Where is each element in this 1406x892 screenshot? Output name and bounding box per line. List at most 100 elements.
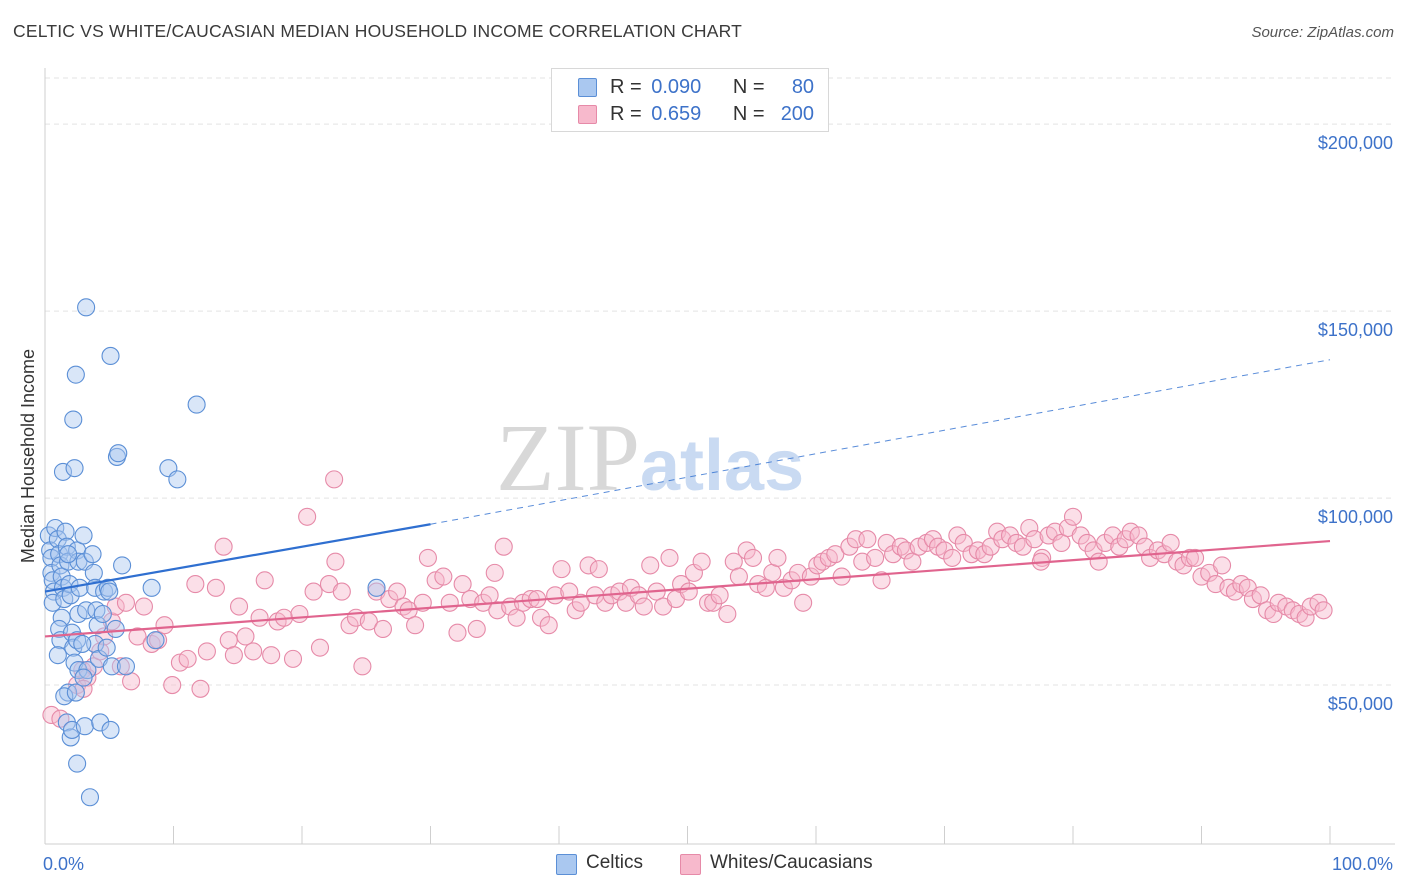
data-point-whites xyxy=(224,646,243,665)
watermark-atlas: atlas xyxy=(640,426,804,506)
data-point-whites xyxy=(1213,556,1232,575)
data-point-celtics xyxy=(97,638,116,657)
data-point-whites xyxy=(406,616,425,635)
data-point-whites xyxy=(1314,601,1333,620)
data-point-whites xyxy=(1000,526,1020,545)
data-point-celtics xyxy=(142,578,161,597)
data-point-celtics xyxy=(101,720,120,739)
data-point-whites xyxy=(531,608,551,627)
data-point-celtics xyxy=(100,582,119,601)
trend-line-whites xyxy=(44,539,1331,638)
data-point-whites xyxy=(42,705,61,725)
data-point-celtics xyxy=(109,444,128,463)
trend-line-celtics-extension xyxy=(430,359,1331,525)
data-point-celtics xyxy=(84,563,103,582)
data-point-whites xyxy=(418,548,437,567)
x-tick-label-end: 100.0% xyxy=(1332,854,1393,874)
trend-lines xyxy=(44,359,1331,638)
data-point-whites xyxy=(250,608,269,627)
data-point-whites xyxy=(718,604,737,624)
watermark-zip: ZIP xyxy=(496,404,640,511)
y-tick-label: $100,000 xyxy=(1318,507,1393,527)
data-point-whites xyxy=(679,582,698,601)
data-point-whites xyxy=(494,537,513,556)
data-point-whites xyxy=(255,571,274,590)
data-point-celtics xyxy=(91,713,110,732)
data-point-whites xyxy=(304,582,323,601)
data-point-whites xyxy=(206,578,225,597)
data-point-whites xyxy=(975,545,994,564)
data-point-celtics xyxy=(168,470,187,489)
bottom-legend-swatch-whites xyxy=(680,854,701,875)
data-point-whites xyxy=(453,575,472,594)
data-point-celtics xyxy=(75,717,94,736)
data-point-celtics xyxy=(88,616,107,635)
data-point-celtics xyxy=(80,788,100,807)
data-point-celtics xyxy=(43,593,62,612)
data-point-celtics xyxy=(66,683,85,702)
data-point-celtics xyxy=(74,668,93,687)
data-point-whites xyxy=(290,604,309,624)
data-point-whites xyxy=(1161,533,1180,552)
data-point-whites xyxy=(866,548,885,567)
data-point-celtics xyxy=(187,395,206,414)
data-point-whites xyxy=(1110,537,1129,556)
data-point-whites xyxy=(634,597,653,616)
y-axis-title: Median Household Income xyxy=(18,349,38,563)
data-point-whites xyxy=(1071,526,1090,545)
y-tick-label: $150,000 xyxy=(1318,320,1393,340)
data-point-whites xyxy=(229,597,249,616)
data-point-whites xyxy=(737,541,756,560)
data-point-whites xyxy=(840,537,859,556)
data-point-whites xyxy=(191,679,210,698)
data-point-whites xyxy=(1096,533,1115,552)
data-point-whites xyxy=(178,649,197,668)
data-point-celtics xyxy=(74,526,93,545)
data-point-celtics xyxy=(93,604,112,624)
data-point-whites xyxy=(236,627,255,646)
data-point-whites xyxy=(440,593,459,612)
data-point-celtics xyxy=(57,537,76,556)
data-point-celtics xyxy=(116,657,136,676)
data-point-whites xyxy=(729,567,748,586)
data-point-whites xyxy=(948,526,967,545)
data-point-celtics xyxy=(73,634,92,653)
data-point-whites xyxy=(1296,608,1315,627)
data-point-celtics xyxy=(56,522,75,541)
data-point-celtics xyxy=(66,365,85,384)
data-point-celtics xyxy=(69,552,88,571)
data-point-whites xyxy=(116,593,136,612)
data-point-whites xyxy=(794,593,813,612)
data-point-whites xyxy=(872,571,891,590)
data-point-whites xyxy=(552,560,571,579)
legend-swatch-whites xyxy=(578,105,597,124)
series-celtics-points xyxy=(39,298,386,807)
data-point-whites xyxy=(1063,507,1083,526)
data-point-whites xyxy=(155,616,174,635)
data-point-whites xyxy=(877,533,896,552)
data-point-whites xyxy=(641,556,660,575)
data-point-whites xyxy=(214,537,233,556)
source-label: Source: ZipAtlas.com xyxy=(1251,24,1394,41)
data-point-celtics xyxy=(64,410,83,429)
data-point-whites xyxy=(467,619,486,639)
bottom-legend-swatch-celtics xyxy=(556,854,577,875)
data-point-celtics xyxy=(70,578,89,597)
data-point-celtics xyxy=(48,530,67,549)
chart-title: CELTIC VS WHITE/CAUCASIAN MEDIAN HOUSEHO… xyxy=(13,21,743,41)
data-point-celtics xyxy=(86,634,105,653)
data-point-whites xyxy=(134,597,153,616)
data-point-whites xyxy=(340,616,359,635)
data-point-whites xyxy=(579,556,598,575)
data-point-whites xyxy=(186,575,205,594)
data-point-whites xyxy=(1078,533,1097,552)
y-tick-label: $200,000 xyxy=(1318,133,1393,153)
data-point-whites xyxy=(353,657,372,676)
data-point-whites xyxy=(380,589,399,609)
data-point-whites xyxy=(78,668,97,687)
data-point-whites xyxy=(768,548,787,567)
data-point-whites xyxy=(589,560,608,579)
stats-legend: R = 0.090 N = 80 R = 0.659 N = 200 xyxy=(551,68,829,132)
data-point-celtics xyxy=(106,619,125,639)
data-point-whites xyxy=(743,548,763,567)
